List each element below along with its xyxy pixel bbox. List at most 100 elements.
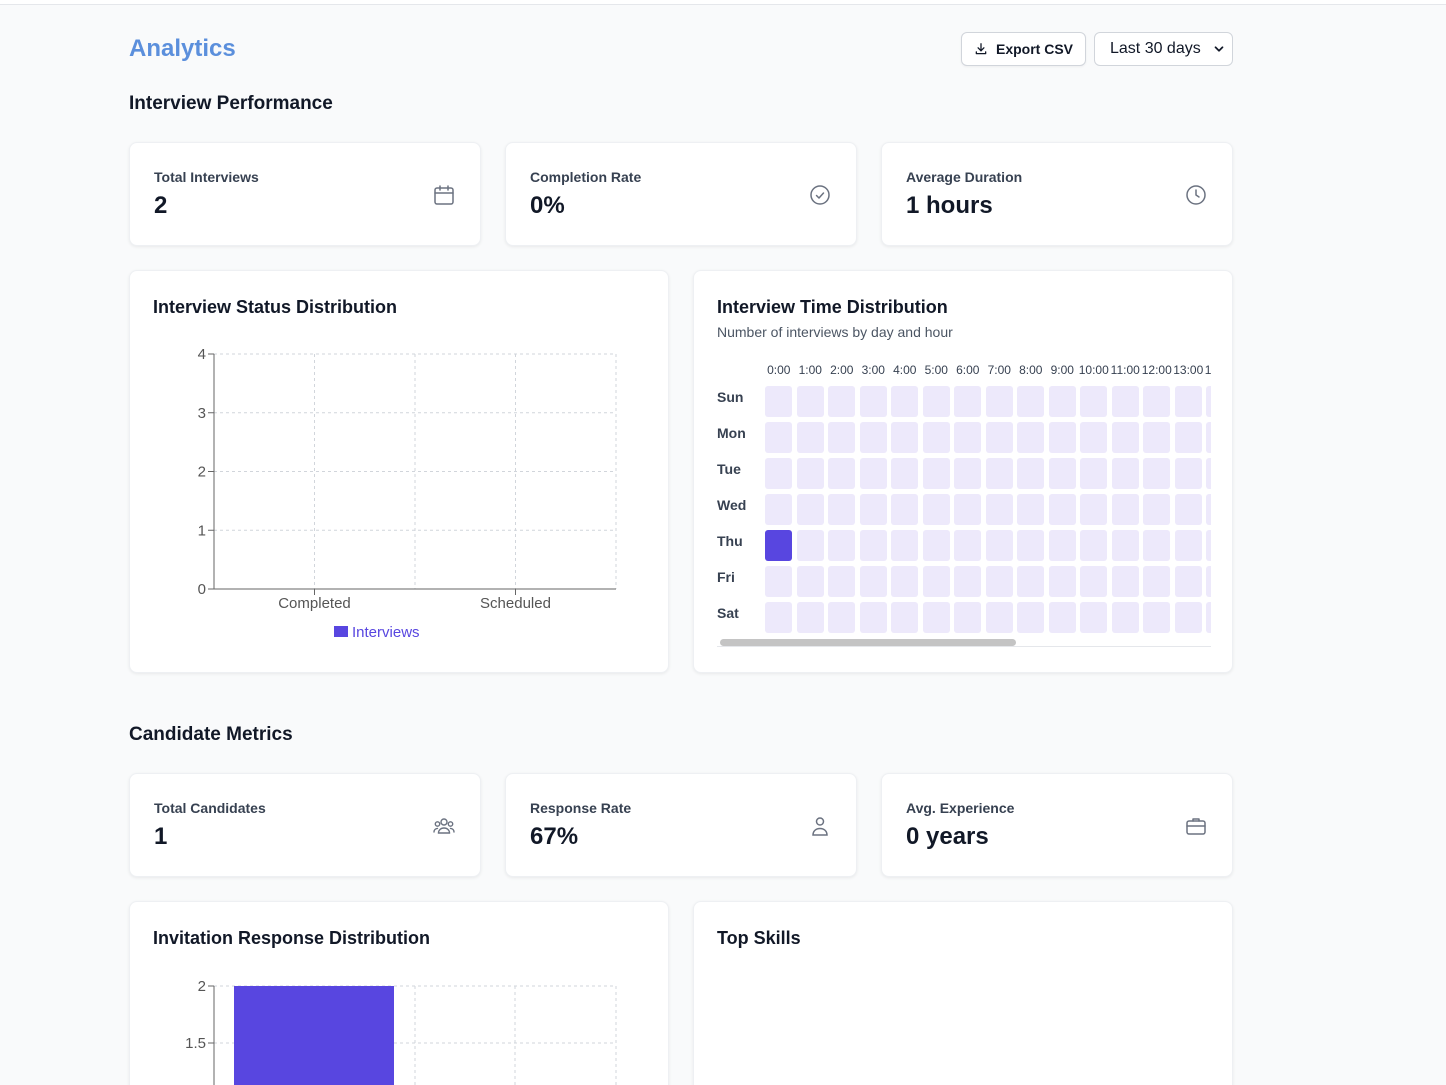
date-range-select[interactable]: Last 30 days: [1094, 32, 1233, 66]
heatmap-hour-label: 10:00: [1078, 363, 1109, 377]
clock-icon: [1186, 185, 1206, 205]
heatmap-scrollbar[interactable]: [717, 637, 1211, 647]
invitation-response-chart: 1.52: [185, 978, 617, 1085]
heatmap-cell: [954, 386, 981, 417]
heatmap-cell: [985, 386, 1013, 417]
y-tick-label: 1: [198, 522, 206, 539]
heatmap-cell: [1111, 386, 1139, 417]
stat-label: Total Candidates: [154, 800, 266, 816]
heatmap-cell: [1174, 530, 1202, 561]
heatmap-cell: [985, 458, 1013, 489]
interview-status-card: Interview Status Distribution 0 1 2 3 4 Compl…: [129, 270, 669, 673]
y-tick-label: 2: [198, 978, 206, 995]
heatmap-cell: [1080, 566, 1107, 597]
heatmap-cell: [828, 494, 855, 525]
export-csv-label: Export CSV: [995, 41, 1073, 57]
heatmap-cell: [1017, 494, 1044, 525]
heatmap-cell: [796, 602, 824, 633]
heatmap-cell: [859, 566, 887, 597]
heatmap-cell: [828, 602, 855, 633]
heatmap-cell: [1017, 386, 1044, 417]
heatmap-cell: [1111, 566, 1139, 597]
heatmap-cell: [1080, 494, 1107, 525]
y-tick-label: 0: [198, 581, 206, 598]
chart-legend: Interviews: [334, 624, 420, 641]
heatmap-cell: [954, 458, 981, 489]
heatmap-cell: [891, 602, 918, 633]
page-title: Analytics: [129, 35, 236, 62]
x-tick-label: Scheduled: [480, 595, 551, 612]
heatmap-day-label: Sat: [717, 605, 739, 621]
heatmap-cell: [1080, 386, 1107, 417]
interview-status-chart: 0 1 2 3 4 Completed Scheduled Interviews: [198, 346, 617, 641]
heatmap-hour-label: 11:00: [1110, 363, 1140, 377]
heatmap-hour-label: 7:00: [987, 363, 1011, 377]
heatmap-cell: [859, 422, 887, 453]
heatmap-cell: [765, 602, 792, 633]
chart-title: Interview Time Distribution: [717, 297, 948, 317]
date-range-value: Last 30 days: [1110, 40, 1201, 57]
heatmap-cell: [1048, 566, 1076, 597]
heatmap-cell: [1080, 602, 1107, 633]
heatmap-cell: [985, 566, 1013, 597]
heatmap-hour-label: 12:00: [1141, 363, 1172, 377]
calendar-icon: [434, 185, 454, 205]
heatmap-cell: [796, 386, 824, 417]
y-tick-label: 3: [198, 405, 206, 422]
heatmap-cell: [1174, 566, 1202, 597]
heatmap-cell: [922, 566, 950, 597]
heatmap-cell: [891, 458, 918, 489]
heatmap-cell: [828, 386, 855, 417]
top-bar: [0, 0, 1446, 5]
scrollbar-thumb[interactable]: [720, 639, 1016, 646]
stat-card-completion-rate: Completion Rate 0%: [505, 142, 857, 246]
heatmap-cell: [1111, 458, 1139, 489]
heatmap-cell: [1143, 422, 1170, 453]
heatmap-cell: [859, 386, 887, 417]
heatmap-cell: [765, 494, 792, 525]
heatmap-hour-label: 5:00: [924, 363, 948, 377]
heatmap-cell: [765, 530, 792, 561]
heatmap-day-label: Tue: [717, 461, 741, 477]
heatmap-cell: [1048, 530, 1076, 561]
heatmap-cell: [1206, 422, 1211, 453]
heatmap-cell: [891, 494, 918, 525]
y-tick-label: 1.5: [185, 1035, 206, 1052]
stat-card-total-interviews: Total Interviews 2: [129, 142, 481, 246]
heatmap-cell: [891, 566, 918, 597]
heatmap-hour-label: 13:00: [1173, 363, 1204, 377]
stat-value: 1: [154, 823, 168, 850]
heatmap-cell: [985, 422, 1013, 453]
heatmap-cell: [922, 494, 950, 525]
heatmap-cell: [891, 530, 918, 561]
heatmap-cell: [1174, 602, 1202, 633]
heatmap-cell: [1174, 422, 1202, 453]
heatmap-hour-label: 2:00: [830, 363, 854, 377]
heatmap-cell: [1206, 530, 1211, 561]
heatmap-cell: [1206, 458, 1211, 489]
stat-label: Completion Rate: [530, 169, 642, 185]
heatmap-cell: [828, 566, 855, 597]
heatmap-cell: [796, 530, 824, 561]
stat-value: 67%: [530, 823, 579, 850]
heatmap-cell: [1143, 566, 1170, 597]
users-icon: [433, 818, 455, 834]
heatmap-cell: [1206, 386, 1211, 417]
heatmap-day-label: Thu: [717, 533, 743, 549]
heatmap-cell: [1206, 566, 1211, 597]
heatmap-cell: [891, 422, 918, 453]
chevron-down-icon: [1214, 46, 1224, 52]
heatmap-cell: [1017, 602, 1044, 633]
heatmap-hour-label: 4:00: [893, 363, 917, 377]
interview-performance-title: Interview Performance: [129, 93, 333, 114]
heatmap-day-label: Sun: [717, 389, 744, 405]
heatmap-cell: [1080, 458, 1107, 489]
heatmap-cell: [1048, 602, 1076, 633]
bar: [234, 986, 394, 1085]
interview-time-heatmap: 0:00 1:00 2:00 3:00 4:00 5:00 6:00 7:00 8:00 9:00…: [717, 363, 1211, 653]
stat-card-total-candidates: Total Candidates 1: [129, 773, 481, 877]
export-csv-button[interactable]: Export CSV: [961, 32, 1086, 66]
heatmap-cell: [954, 566, 981, 597]
chart-title: Top Skills: [717, 928, 801, 948]
heatmap-hour-label: 8:00: [1019, 363, 1043, 377]
